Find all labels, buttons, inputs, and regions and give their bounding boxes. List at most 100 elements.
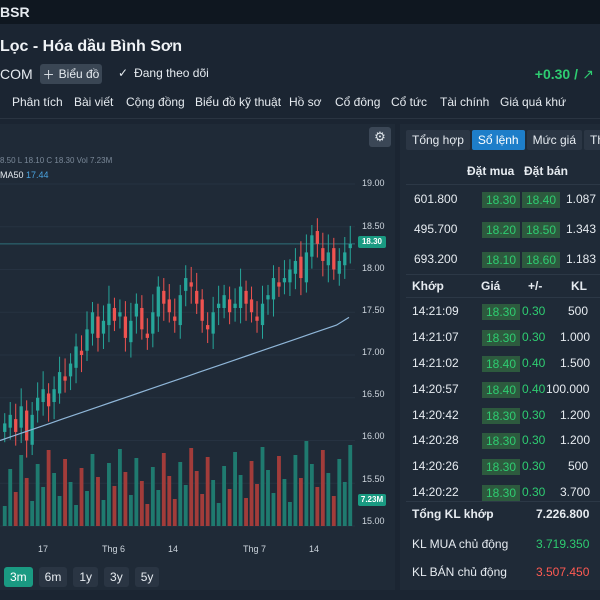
trade-volume-header: KL: [571, 279, 587, 293]
trade-volume: 500: [568, 304, 589, 318]
candle: [140, 307, 144, 330]
x-tick: 14: [168, 544, 179, 554]
trade-row: 14:21:07 18.30 0.30 1.000: [406, 324, 600, 350]
volume-bar: [68, 482, 73, 526]
candle: [321, 248, 325, 261]
volume-bar: [172, 499, 177, 526]
volume-bar: [342, 482, 347, 526]
trade-time: 14:21:02: [412, 356, 459, 370]
ask-volume: 1.343: [566, 222, 597, 236]
trade-time: 14:20:26: [412, 459, 459, 473]
candle: [118, 312, 122, 317]
trade-price: 18.30: [482, 485, 521, 501]
menu-item-community[interactable]: Cộng đồng: [126, 95, 185, 109]
menu-item-tech-chart[interactable]: Biểu đồ kỹ thuật: [195, 95, 282, 109]
volume-bar: [161, 453, 166, 526]
active-sell-label: KL BÁN chủ động: [412, 565, 507, 579]
menu-item-posts[interactable]: Bài viết: [74, 95, 114, 109]
trade-row: 14:21:02 18.40 0.40 1.500: [406, 350, 600, 376]
last-price-tag: 18.30: [358, 236, 386, 248]
total-volume-value: 7.226.800: [536, 507, 590, 521]
trade-volume: 500: [568, 459, 589, 473]
orderbook-level: 601.800 18.30 18.40 1.087: [406, 186, 600, 212]
trade-change: 0.30: [522, 304, 546, 318]
candle: [79, 350, 84, 355]
ma50-line: [0, 316, 350, 442]
trade-row: 14:20:42 18.30 0.30 1.200: [406, 402, 600, 428]
candle: [129, 320, 133, 343]
menu-item-dividend[interactable]: Cổ tức: [391, 95, 428, 109]
tab-stats[interactable]: Thống: [584, 130, 600, 150]
y-tick: 16.00: [362, 431, 385, 441]
price-chart[interactable]: [0, 174, 355, 540]
menu-item-history[interactable]: Giá quá khứ: [500, 95, 567, 109]
trade-volume: 1.200: [560, 433, 591, 447]
buy-header: Đặt mua: [467, 164, 515, 178]
range-6m-button[interactable]: 6m: [38, 567, 68, 587]
candle: [145, 333, 149, 338]
candle: [343, 252, 347, 266]
candle: [173, 316, 177, 321]
orderbook-level: 495.700 18.20 18.50 1.343: [406, 216, 600, 242]
trade-time: 14:20:28: [412, 433, 459, 447]
range-3y-button[interactable]: 3y: [104, 567, 129, 587]
volume-bar: [117, 449, 122, 526]
menu-item-analysis[interactable]: Phân tích: [12, 95, 63, 109]
divider: [406, 297, 600, 298]
candle: [189, 282, 193, 287]
trade-change: 0.40: [522, 356, 546, 370]
candle: [326, 252, 330, 266]
tab-orderbook[interactable]: Sổ lệnh: [471, 130, 525, 150]
volume-bar: [63, 459, 67, 526]
trade-time: 14:21:07: [412, 330, 459, 344]
candle: [8, 414, 12, 428]
range-1y-button[interactable]: 1y: [73, 567, 99, 587]
bid-price: 18.30: [482, 192, 521, 208]
volume-bar: [260, 447, 265, 526]
divider: [406, 274, 600, 275]
volume-bar: [30, 501, 35, 526]
menu-item-shareholders[interactable]: Cổ đông: [335, 95, 381, 109]
trade-row: 14:20:22 18.30 0.30 3.700: [406, 479, 600, 505]
candle: [74, 346, 78, 368]
tab-price-levels[interactable]: Mức giá: [526, 130, 582, 150]
trade-price: 18.40: [482, 356, 521, 372]
volume-bar: [227, 489, 232, 526]
volume-bar: [128, 495, 133, 526]
follow-button[interactable]: ✓ Đang theo dõi: [118, 66, 209, 80]
candle: [123, 316, 128, 338]
x-tick: 14: [309, 544, 320, 554]
volume-bar: [46, 450, 51, 526]
orderbook-tabs: Tổng hợp Sổ lệnh Mức giá Thống: [406, 130, 600, 150]
trade-change: 0.30: [522, 433, 546, 447]
trade-time: 14:20:42: [412, 408, 459, 422]
volume-bar: [139, 481, 144, 526]
trade-time: 14:20:22: [412, 485, 459, 499]
trade-volume: 1.000: [560, 330, 591, 344]
chart-button[interactable]: ＋ Biểu đồ: [40, 64, 102, 84]
volume-bar: [13, 492, 18, 526]
volume-bar: [123, 472, 128, 526]
menu-item-profile[interactable]: Hồ sơ: [289, 95, 322, 109]
ask-volume: 1.087: [566, 192, 597, 206]
tab-summary[interactable]: Tổng hợp: [406, 130, 470, 150]
menu-item-finance[interactable]: Tài chính: [440, 95, 490, 109]
volume-bar: [205, 457, 210, 526]
nav-menu: Phân tích Bài viết Cộng đồng Biểu đồ kỹ …: [0, 92, 600, 114]
trade-volume: 1.500: [560, 356, 591, 370]
candle: [227, 299, 232, 313]
volume-bar: [85, 491, 89, 526]
volume-bar: [194, 471, 199, 526]
gear-icon[interactable]: ⚙: [369, 127, 391, 147]
volume-bar: [79, 468, 84, 526]
range-3m-button[interactable]: 3m: [4, 567, 33, 587]
bid-volume: 495.700: [414, 222, 458, 236]
volume-bar: [233, 452, 238, 526]
range-5y-button[interactable]: 5y: [134, 567, 160, 587]
candle: [260, 303, 265, 326]
trade-change: 0.30: [522, 408, 546, 422]
trade-volume: 100.000: [546, 382, 590, 396]
candle: [206, 325, 210, 330]
volume-bar: [320, 450, 325, 526]
y-tick: 15.50: [362, 474, 385, 484]
